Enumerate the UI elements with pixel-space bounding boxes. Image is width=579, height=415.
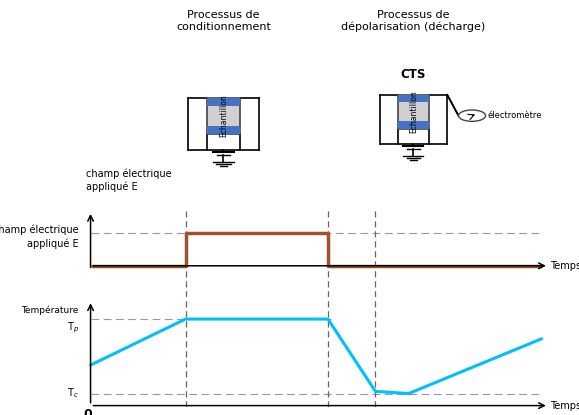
- Bar: [398, 95, 429, 129]
- Text: Processus de
dépolarisation (décharge): Processus de dépolarisation (décharge): [341, 10, 486, 32]
- Text: appliqué E: appliqué E: [27, 238, 79, 249]
- Bar: [207, 98, 240, 106]
- Text: 0: 0: [84, 408, 93, 415]
- Text: T$_c$: T$_c$: [67, 387, 79, 400]
- Text: T$_p$: T$_p$: [67, 320, 79, 334]
- Bar: [398, 122, 429, 129]
- Text: électromètre: électromètre: [488, 111, 543, 120]
- Bar: [207, 98, 240, 134]
- Text: Echantillon: Echantillon: [219, 95, 228, 137]
- Text: Echantillon: Echantillon: [409, 90, 418, 133]
- Text: Processus de
conditionnement: Processus de conditionnement: [176, 10, 271, 32]
- Text: champ électrique: champ électrique: [0, 225, 79, 235]
- Bar: [207, 126, 240, 134]
- Text: Temps: Temps: [550, 261, 579, 271]
- Circle shape: [459, 110, 486, 121]
- Text: CTS: CTS: [401, 68, 426, 81]
- Text: Temps: Temps: [550, 400, 579, 410]
- Text: Température: Température: [21, 305, 79, 315]
- Bar: [398, 95, 429, 103]
- Text: champ électrique
appliqué E: champ électrique appliqué E: [86, 169, 171, 192]
